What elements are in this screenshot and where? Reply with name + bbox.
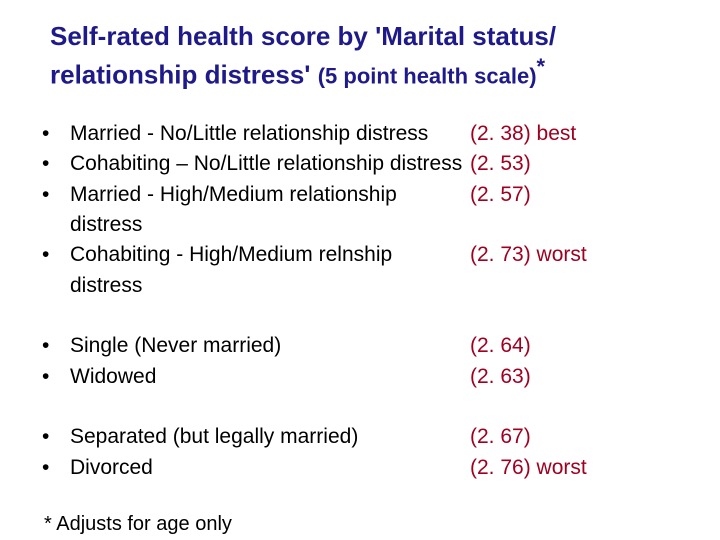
bullet-icon: • (40, 180, 70, 210)
item-label: Widowed (70, 362, 470, 392)
list-item: • Widowed (2. 63) (40, 362, 680, 392)
list-item: • Cohabiting - High/Medium relnship dist… (40, 240, 680, 301)
item-value: (2. 57) (470, 180, 531, 210)
item-label: Divorced (70, 453, 470, 483)
title-line2a: relationship distress' (50, 59, 318, 89)
item-value: (2. 64) (470, 331, 531, 361)
title-subtitle: (5 point health scale) (318, 63, 537, 88)
item-value: (2. 67) (470, 422, 531, 452)
item-value: (2. 63) (470, 362, 531, 392)
item-value: (2. 73) worst (470, 240, 587, 270)
bullet-icon: • (40, 119, 70, 149)
group-3: • Separated (but legally married) (2. 67… (40, 422, 680, 483)
item-label: Married - High/Medium relationship distr… (70, 180, 470, 241)
item-value: (2. 53) (470, 149, 531, 179)
group-2: • Single (Never married) (2. 64) • Widow… (40, 331, 680, 392)
bullet-icon: • (40, 331, 70, 361)
item-label: Cohabiting - High/Medium relnship distre… (70, 240, 470, 301)
item-label: Married - No/Little relationship distres… (70, 119, 470, 149)
item-value: (2. 76) worst (470, 453, 587, 483)
list-item: • Cohabiting – No/Little relationship di… (40, 149, 680, 179)
item-label: Cohabiting – No/Little relationship dist… (70, 149, 470, 179)
list-item: • Married - No/Little relationship distr… (40, 119, 680, 149)
bullet-icon: • (40, 453, 70, 483)
bullet-icon: • (40, 362, 70, 392)
list-item: • Married - High/Medium relationship dis… (40, 180, 680, 241)
slide-title: Self-rated health score by 'Marital stat… (40, 20, 680, 91)
group-1: • Married - No/Little relationship distr… (40, 119, 680, 302)
item-label: Separated (but legally married) (70, 422, 470, 452)
list-item: • Separated (but legally married) (2. 67… (40, 422, 680, 452)
bullet-icon: • (40, 149, 70, 179)
footnote: * Adjusts for age only (40, 513, 680, 536)
list-item: • Divorced (2. 76) worst (40, 453, 680, 483)
title-asterisk: * (537, 54, 546, 79)
list-item: • Single (Never married) (2. 64) (40, 331, 680, 361)
item-label: Single (Never married) (70, 331, 470, 361)
bullet-icon: • (40, 422, 70, 452)
bullet-icon: • (40, 240, 70, 270)
title-line1: Self-rated health score by 'Marital stat… (50, 21, 556, 51)
slide: Self-rated health score by 'Marital stat… (0, 0, 720, 540)
item-value: (2. 38) best (470, 119, 576, 149)
